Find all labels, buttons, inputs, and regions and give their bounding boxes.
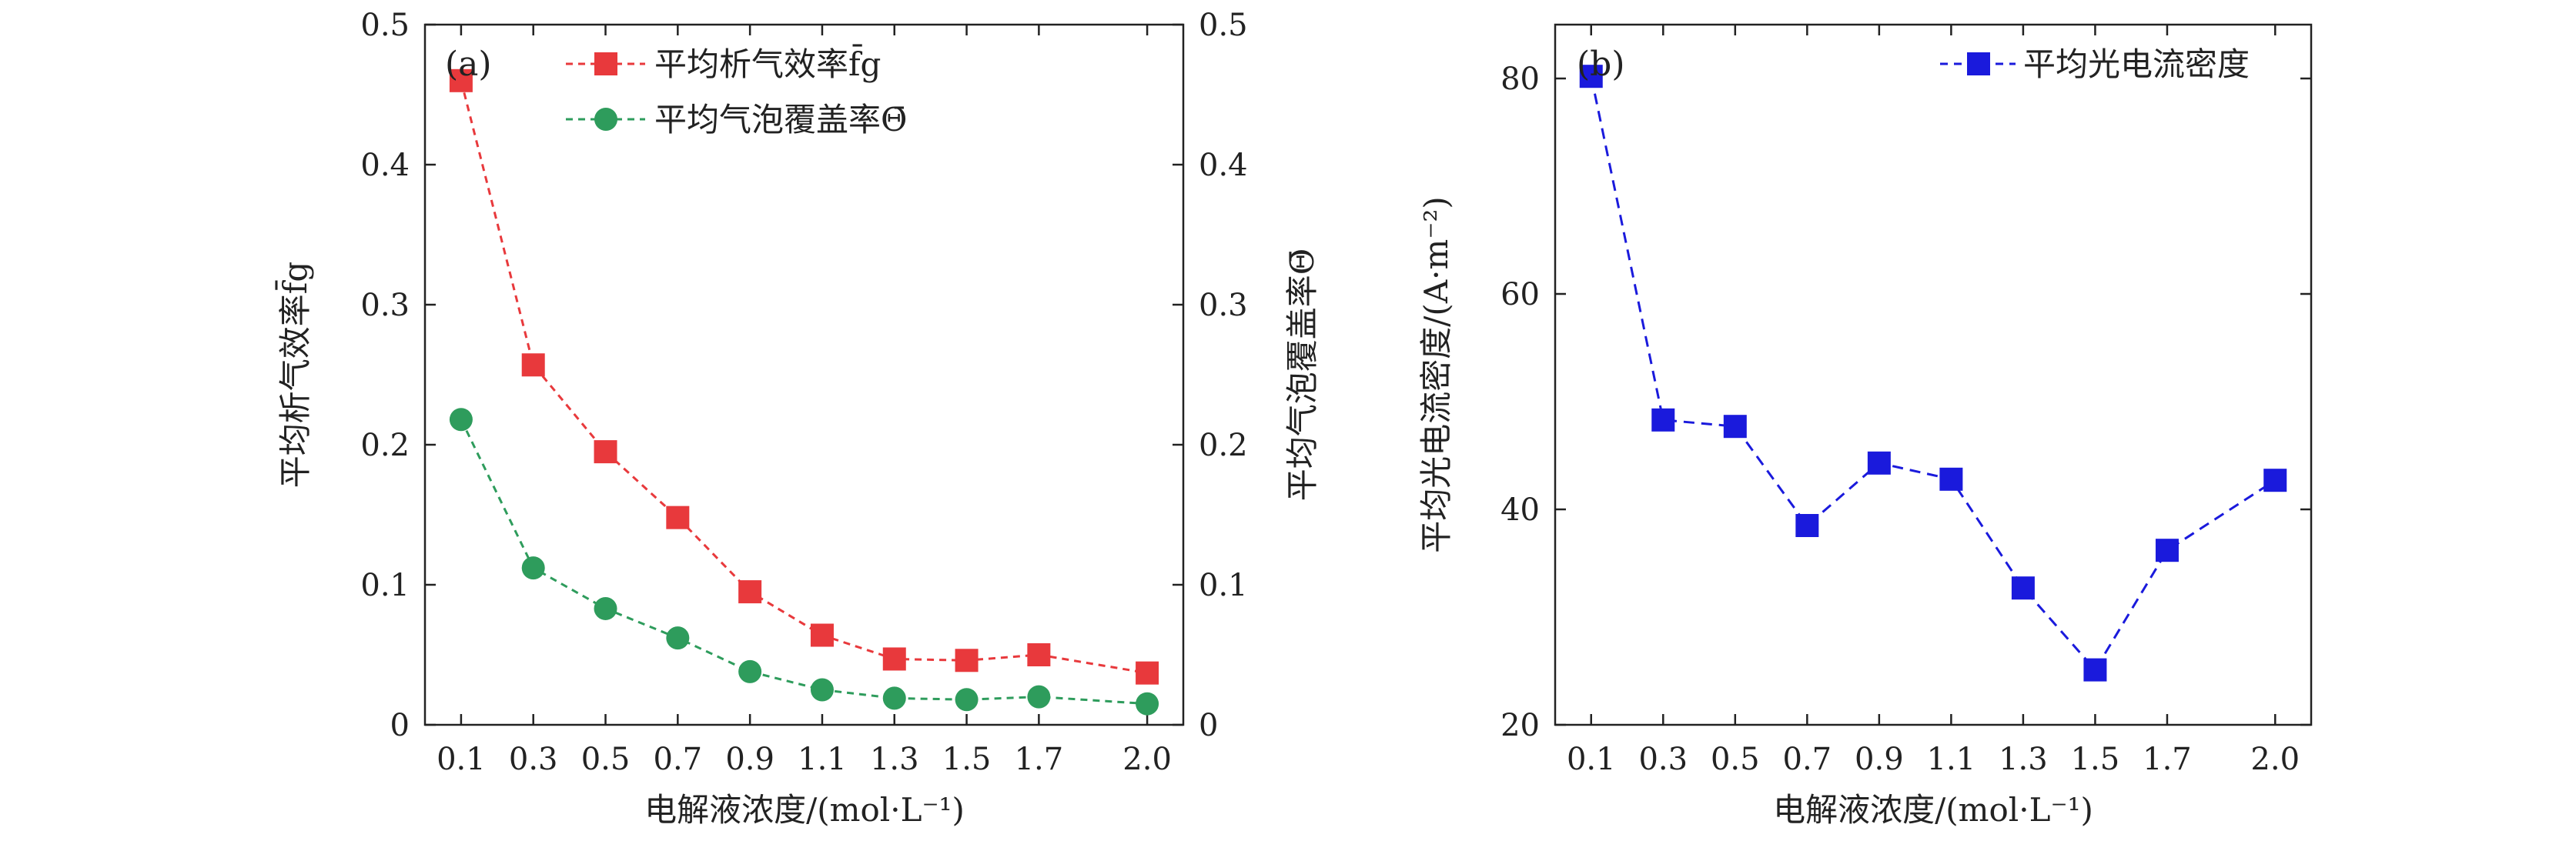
panel-a: 0.1 0.3 0.5 0.7 0.9 1.1 1.3 1.5 1.7 2.0 0 0.1 0.2 0.… [274,8,1321,829]
legend-marker-green-circle [594,108,617,131]
data-point [1939,467,1963,491]
data-point [738,659,762,683]
data-point [521,353,545,377]
legend-a: 平均析气效率f̄g 平均气泡覆盖率Θ̄ [566,43,907,138]
y-tick-label: 0.5 [1199,8,1248,43]
y-tick-label: 0 [390,708,410,743]
y-axis-label-right-a: 平均气泡覆盖率Θ̄ [1283,249,1321,501]
x-ticks-b: 0.1 0.3 0.5 0.7 0.9 1.1 1.3 1.5 1.7 2.0 [1567,25,2300,777]
data-point [666,626,690,650]
series-line-0 [1590,75,2277,672]
data-point [1723,415,1747,439]
y-ticks-right-a: 0 0.1 0.2 0.3 0.4 0.5 [1173,8,1248,743]
x-tick-label: 0.5 [1711,742,1760,777]
data-point [2011,576,2035,600]
series-line-0 [460,80,1148,675]
y-tick-label: 0.2 [360,428,410,463]
y-tick-label: 0.4 [1199,148,1248,183]
panel-label-b: (b) [1577,45,1625,84]
x-tick-label: 0.5 [581,742,631,777]
series-b [1579,65,2287,682]
x-tick-label: 1.7 [2143,742,2192,777]
y-ticks-b: 20 40 60 80 [1500,62,2311,743]
data-point [1579,65,1603,88]
y-tick-label: 40 [1500,492,1540,528]
y-tick-label: 0 [1199,708,1218,743]
data-point [955,688,979,712]
x-tick-label: 1.3 [870,742,919,777]
legend-marker-red-square [594,52,617,75]
plot-frame-b [1554,23,2313,726]
y-tick-label: 80 [1500,62,1540,97]
y-axis-label-left-a: 平均析气效率f̄g [274,262,314,488]
data-point [1136,661,1159,685]
data-point [2083,658,2107,682]
y-tick-label: 0.3 [1199,288,1248,323]
x-tick-label: 0.1 [1567,742,1616,777]
y-tick-label: 0.3 [360,288,410,323]
data-point [738,580,762,604]
data-point [1651,408,1675,432]
legend-label-efficiency: 平均析气效率f̄g [654,43,881,83]
y-tick-label: 0.1 [360,568,410,603]
panel-label-a: (a) [445,45,492,84]
y-tick-label: 0.4 [360,148,410,183]
x-tick-label: 1.3 [1999,742,2048,777]
data-point [449,408,473,432]
y-axis-label-b: 平均光电流密度/(A·m⁻²) [1417,196,1455,552]
legend-b: 平均光电流密度 [1940,45,2250,83]
series-a [449,68,1159,716]
data-point [1795,514,1819,537]
y-tick-label: 0.5 [360,8,410,43]
data-point [882,686,906,710]
panel-b: 0.1 0.3 0.5 0.7 0.9 1.1 1.3 1.5 1.7 2.0 20406080 … [1417,23,2313,829]
x-tick-label: 1.5 [2071,742,2120,777]
x-tick-label: 1.5 [942,742,992,777]
y-ticks-left-a: 0 0.1 0.2 0.3 0.4 0.5 [360,8,436,743]
x-tick-label: 0.7 [1783,742,1832,777]
x-tick-label: 2.0 [2250,742,2300,777]
x-axis-label-a: 电解液浓度/(mol·L⁻¹) [644,791,965,829]
x-tick-label: 1.1 [798,742,847,777]
x-tick-label: 0.3 [509,742,558,777]
data-point [521,556,545,580]
legend-label-coverage: 平均气泡覆盖率Θ̄ [654,101,907,138]
x-tick-label: 2.0 [1122,742,1172,777]
y-tick-label: 0.1 [1199,568,1248,603]
x-axis-label-b: 电解液浓度/(mol·L⁻¹) [1773,791,2093,829]
data-point [2155,539,2179,562]
x-tick-label: 0.9 [1855,742,1904,777]
data-point [449,68,473,92]
x-tick-label: 0.3 [1638,742,1688,777]
data-point [594,440,617,464]
data-point [882,647,906,671]
legend-label-photocurrent: 平均光电流密度 [2023,45,2250,83]
data-point [810,623,834,647]
x-ticks-a: 0.1 0.3 0.5 0.7 0.9 1.1 1.3 1.5 1.7 2.0 [437,25,1172,777]
plot-frame-a [423,23,1185,726]
data-point [1136,692,1159,716]
x-tick-label: 0.7 [654,742,703,777]
y-tick-label: 60 [1500,277,1540,312]
x-tick-label: 1.1 [1927,742,1976,777]
y-tick-label: 0.2 [1199,428,1248,463]
data-point [1867,451,1891,475]
data-point [955,649,979,672]
x-tick-label: 0.9 [725,742,774,777]
data-point [594,596,617,620]
data-point [666,506,690,529]
x-tick-label: 0.1 [437,742,486,777]
data-point [1027,685,1051,709]
data-point [810,678,834,702]
legend-marker-blue-square [1967,52,1990,75]
data-point [2263,469,2287,492]
data-point [1027,643,1051,666]
y-tick-label: 20 [1500,708,1540,743]
x-tick-label: 1.7 [1015,742,1064,777]
